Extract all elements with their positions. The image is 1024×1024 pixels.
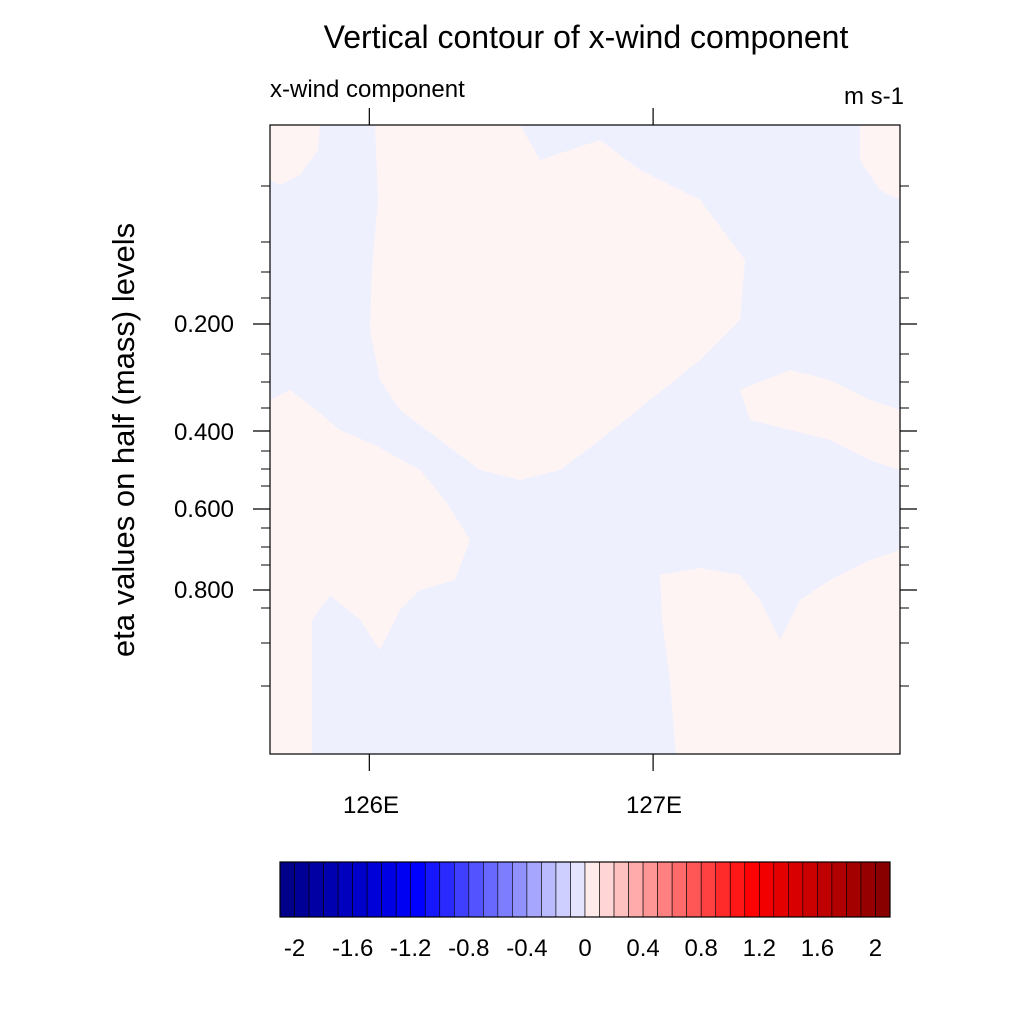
contour-region-positive [270, 125, 320, 185]
colorbar-segment [323, 861, 339, 918]
colorbar [279, 861, 891, 918]
colorbar-label: 0 [578, 935, 591, 962]
colorbar-segment [570, 861, 586, 918]
colorbar-segment [686, 861, 702, 918]
colorbar-frame [279, 861, 891, 918]
colorbar-segment [788, 861, 804, 918]
colorbar-segment [613, 861, 629, 918]
contour-region-positive [660, 550, 900, 754]
colorbar-segment [352, 861, 368, 918]
colorbar-label: -1.6 [332, 935, 373, 962]
colorbar-segment [468, 861, 484, 918]
colorbar-segment [453, 861, 470, 918]
colorbar-label: 1.6 [801, 935, 834, 962]
colorbar-label: -0.8 [448, 935, 489, 962]
colorbar-label: 1.2 [743, 935, 776, 962]
colorbar-segment [744, 861, 760, 918]
colorbar-segment [410, 861, 426, 918]
colorbar-segment [483, 861, 499, 918]
colorbar-segment [817, 861, 833, 918]
contour-region-positive [270, 390, 470, 754]
colorbar-segment [700, 861, 717, 918]
colorbar-segment [802, 861, 818, 918]
colorbar-segment [424, 861, 441, 918]
colorbar-segment [337, 861, 353, 918]
colorbar-label: 0.4 [626, 935, 659, 962]
colorbar-segment [526, 861, 542, 918]
y-tick-label: 0.600 [174, 496, 234, 523]
colorbar-segment [671, 861, 687, 918]
colorbar-segment [395, 861, 412, 918]
y-tick-label: 0.400 [174, 419, 234, 446]
colorbar-segment [555, 861, 571, 918]
colorbar-label: 2 [869, 935, 882, 962]
colorbar-segment [497, 861, 513, 918]
contour-region-positive [740, 370, 900, 470]
contour-region-positive [370, 125, 745, 480]
colorbar-segment [628, 861, 644, 918]
colorbar-segment [599, 861, 615, 918]
x-tick-label: 127E [626, 792, 682, 819]
colorbar-segment [729, 861, 746, 918]
colorbar-label: -0.4 [506, 935, 547, 962]
y-axis-label: eta values on half (mass) levels [106, 223, 141, 657]
y-tick-label: 0.800 [174, 577, 234, 604]
y-tick-label: 0.200 [174, 311, 234, 338]
contour-field [270, 125, 900, 754]
colorbar-segment [642, 861, 658, 918]
colorbar-segment [715, 861, 731, 918]
colorbar-segment [875, 861, 891, 918]
contour-region-positive [860, 125, 900, 200]
chart-title: Vertical contour of x-wind component [324, 19, 849, 55]
colorbar-segment [773, 861, 789, 918]
x-tick-label: 126E [343, 792, 399, 819]
axis-ticks [253, 108, 917, 771]
colorbar-segment [657, 861, 673, 918]
colorbar-segment [381, 861, 397, 918]
minor-ticks [261, 185, 909, 687]
colorbar-label: -2 [284, 935, 305, 962]
subtitle-right: m s-1 [844, 83, 904, 110]
colorbar-segment [279, 861, 295, 918]
colorbar-label: -1.2 [390, 935, 431, 962]
colorbar-segment [860, 861, 876, 918]
colorbar-label: 0.8 [685, 935, 718, 962]
colorbar-segment [584, 861, 600, 918]
colorbar-segment [366, 861, 382, 918]
subtitle-left: x-wind component [270, 76, 465, 103]
colorbar-labels: -2 -1.6 -1.2 -0.8 -0.4 0 0.4 0.8 1.2 1.6 2 [284, 935, 882, 962]
plot-area [253, 108, 917, 771]
plot-frame [269, 124, 901, 755]
colorbar-segment [831, 861, 847, 918]
colorbar-segment [541, 861, 557, 918]
colorbar-segment [308, 861, 324, 918]
colorbar-segment [294, 861, 310, 918]
colorbar-segment [512, 861, 528, 918]
colorbar-segment [846, 861, 862, 918]
colorbar-segment [439, 861, 455, 918]
colorbar-segment [758, 861, 775, 918]
